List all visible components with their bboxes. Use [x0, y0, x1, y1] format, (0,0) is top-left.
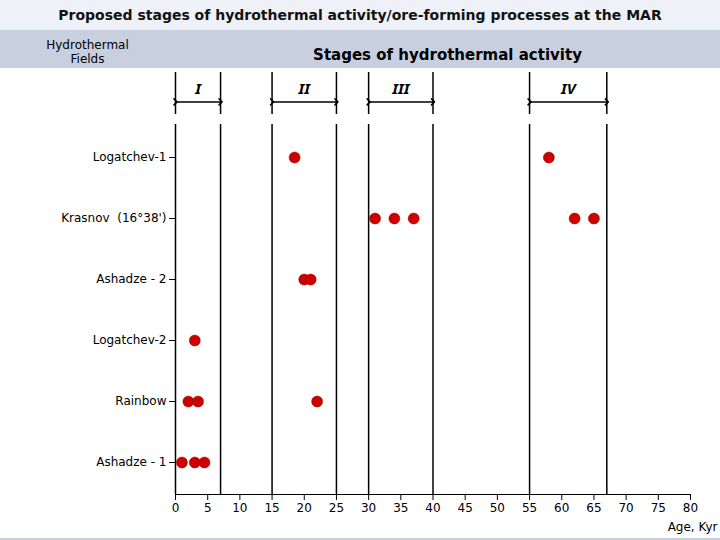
- svg-text:Logatchev-2: Logatchev-2: [93, 333, 167, 347]
- svg-text:Krasnov (16°38'): Krasnov (16°38'): [61, 211, 166, 225]
- svg-text:30: 30: [361, 501, 376, 515]
- svg-text:5: 5: [204, 501, 212, 515]
- svg-text:70: 70: [618, 501, 633, 515]
- svg-text:IV: IV: [560, 78, 578, 98]
- svg-text:Ashadze - 2: Ashadze - 2: [96, 272, 166, 286]
- svg-text:Age, Kyr: Age, Kyr: [668, 520, 718, 534]
- svg-text:40: 40: [425, 501, 440, 515]
- svg-text:25: 25: [329, 501, 344, 515]
- svg-text:I: I: [194, 78, 202, 98]
- svg-text:15: 15: [264, 501, 279, 515]
- svg-text:45: 45: [458, 501, 473, 515]
- svg-text:0: 0: [172, 501, 180, 515]
- svg-text:III: III: [391, 78, 410, 98]
- svg-text:60: 60: [554, 501, 569, 515]
- svg-text:55: 55: [522, 501, 537, 515]
- svg-text:75: 75: [651, 501, 666, 515]
- svg-text:20: 20: [297, 501, 312, 515]
- svg-text:80: 80: [683, 501, 698, 515]
- svg-text:Logatchev-1: Logatchev-1: [93, 150, 167, 164]
- html-text:Hydrothermal Fields: Hydrothermal Fields: [46, 38, 129, 66]
- svg-text:Rainbow: Rainbow: [115, 394, 166, 408]
- svg-text:35: 35: [393, 501, 408, 515]
- svg-text:50: 50: [490, 501, 505, 515]
- html-text:Stages of hydrothermal activit: Stages of hydrothermal activity: [313, 46, 582, 64]
- svg-text:10: 10: [232, 501, 247, 515]
- svg-text:65: 65: [586, 501, 601, 515]
- svg-text:Ashadze - 1: Ashadze - 1: [96, 455, 166, 469]
- html-text:Proposed stages of hydrotherma: Proposed stages of hydrothermal activity…: [58, 7, 662, 23]
- svg-text:II: II: [298, 78, 312, 98]
